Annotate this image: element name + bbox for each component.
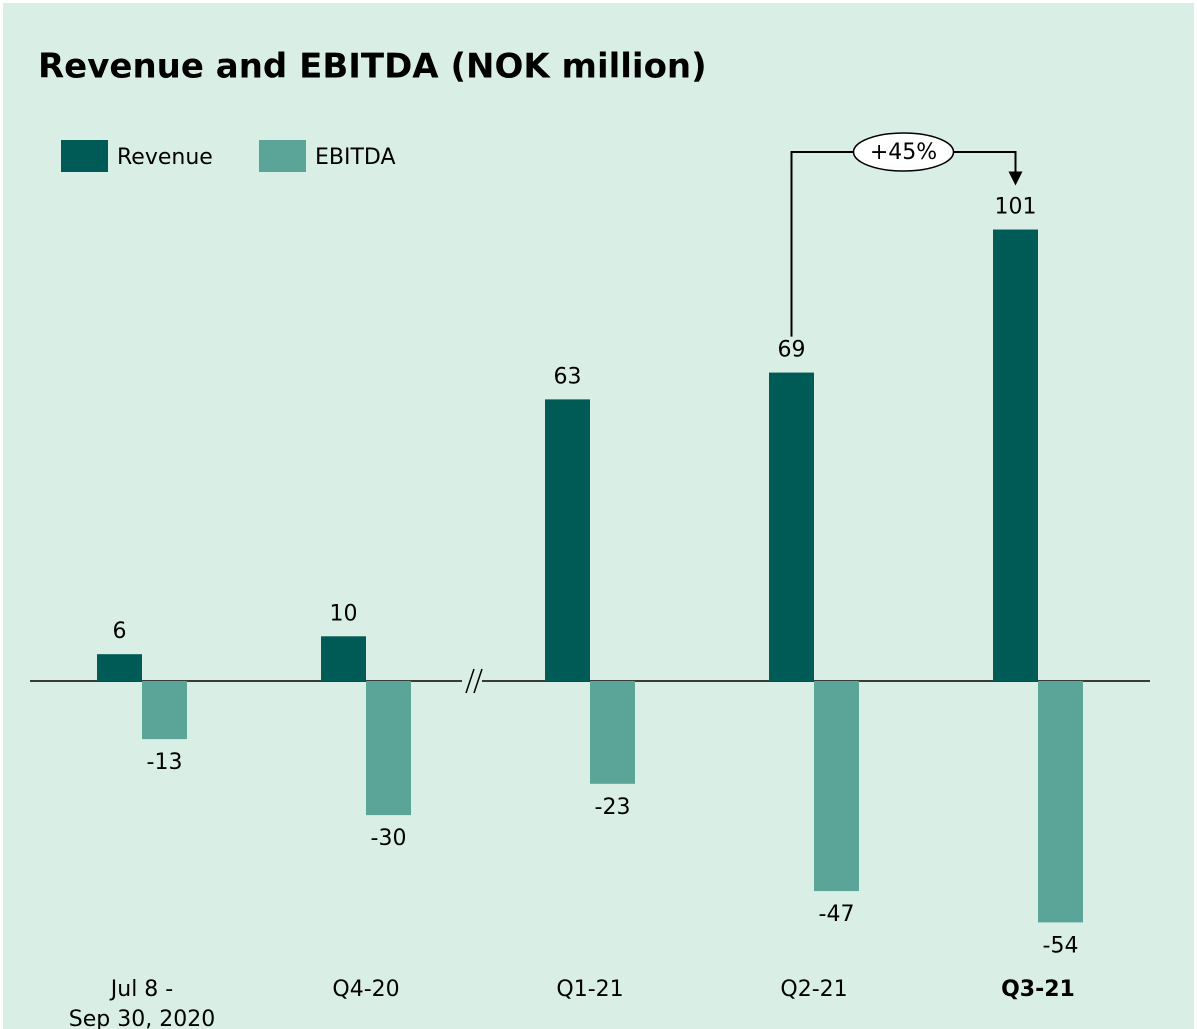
bar [1038,681,1083,923]
axis-break [462,668,483,694]
bar [97,654,142,681]
annotation-bubble [852,132,955,172]
value-label: -47 [819,902,855,927]
x-tick-label: Q1-21 [556,977,624,1002]
bar [321,636,366,681]
value-label: -13 [147,750,183,775]
value-label: 63 [554,364,582,389]
value-label: -54 [1043,933,1079,958]
legend-swatch [259,140,306,172]
bar [769,372,814,681]
x-tick-label: Q2-21 [780,977,848,1002]
value-label: 69 [778,338,806,363]
x-tick-label: Q4-20 [332,977,400,1002]
chart-title: Revenue and EBITDA (NOK million) [38,47,707,87]
bar [814,681,859,892]
bar [590,681,635,784]
value-label: 6 [113,619,127,644]
bar [366,681,411,816]
legend-swatch [61,140,108,172]
bar [142,681,187,740]
annotation-arrow [1008,171,1023,186]
x-tick-label: Q3-21 [1001,977,1075,1002]
value-label: 101 [995,195,1037,220]
value-label: 10 [330,601,358,626]
legend-label: Revenue [117,145,213,170]
bar [545,399,590,681]
bar [993,229,1038,681]
value-label: -23 [595,795,631,820]
annotation-label: +45% [870,140,937,165]
value-label: -30 [371,826,407,851]
x-tick-label: Jul 8 - Sep 30, 2020 [68,977,216,1029]
legend-label: EBITDA [315,145,396,170]
